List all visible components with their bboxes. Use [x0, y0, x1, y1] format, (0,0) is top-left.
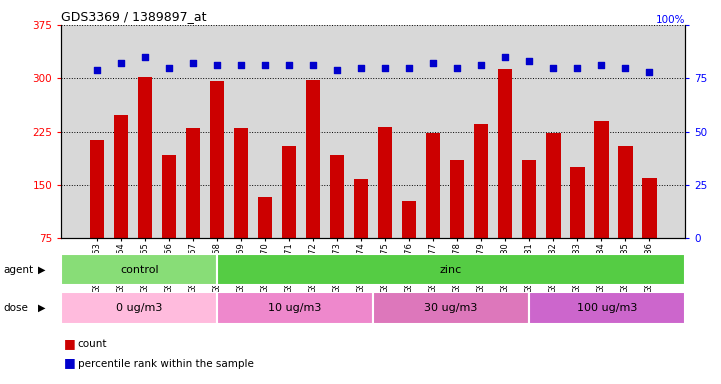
- Point: [187, 60, 199, 66]
- Bar: [354, 179, 368, 238]
- Point: [91, 67, 102, 73]
- Text: count: count: [78, 339, 107, 349]
- Bar: [210, 81, 224, 238]
- Bar: [546, 133, 560, 238]
- Bar: [258, 197, 273, 238]
- Bar: [522, 160, 536, 238]
- Point: [428, 60, 439, 66]
- Text: percentile rank within the sample: percentile rank within the sample: [78, 359, 254, 369]
- Bar: [450, 160, 464, 238]
- Bar: [529, 293, 685, 324]
- Bar: [234, 128, 248, 238]
- Point: [596, 62, 607, 68]
- Bar: [186, 128, 200, 238]
- Point: [307, 62, 319, 68]
- Bar: [330, 155, 345, 238]
- Bar: [642, 178, 657, 238]
- Point: [547, 65, 559, 71]
- Bar: [138, 77, 152, 238]
- Text: 100 ug/m3: 100 ug/m3: [577, 303, 637, 313]
- Point: [115, 60, 127, 66]
- Point: [379, 65, 391, 71]
- Bar: [402, 201, 416, 238]
- Point: [619, 65, 631, 71]
- Bar: [61, 254, 217, 285]
- Point: [500, 54, 511, 60]
- Text: 0 ug/m3: 0 ug/m3: [116, 303, 162, 313]
- Point: [572, 65, 583, 71]
- Bar: [217, 254, 685, 285]
- Point: [403, 65, 415, 71]
- Bar: [306, 80, 320, 238]
- Text: agent: agent: [4, 265, 34, 275]
- Text: ■: ■: [63, 337, 75, 350]
- Bar: [373, 293, 529, 324]
- Bar: [162, 155, 176, 238]
- Point: [139, 54, 151, 60]
- Point: [451, 65, 463, 71]
- Text: ▶: ▶: [37, 303, 45, 313]
- Point: [355, 65, 367, 71]
- Point: [644, 69, 655, 75]
- Text: control: control: [120, 265, 159, 275]
- Text: 100%: 100%: [655, 15, 685, 25]
- Bar: [498, 69, 513, 238]
- Text: dose: dose: [4, 303, 29, 313]
- Point: [163, 65, 174, 71]
- Point: [211, 62, 223, 68]
- Point: [283, 62, 295, 68]
- Point: [523, 58, 535, 64]
- Point: [235, 62, 247, 68]
- Bar: [89, 140, 104, 238]
- Point: [475, 62, 487, 68]
- Bar: [474, 124, 488, 238]
- Bar: [594, 121, 609, 238]
- Text: 10 ug/m3: 10 ug/m3: [268, 303, 322, 313]
- Bar: [114, 115, 128, 238]
- Bar: [378, 127, 392, 238]
- Text: zinc: zinc: [440, 265, 462, 275]
- Bar: [426, 133, 441, 238]
- Text: 30 ug/m3: 30 ug/m3: [425, 303, 478, 313]
- Bar: [61, 293, 217, 324]
- Bar: [570, 167, 585, 238]
- Text: ■: ■: [63, 356, 75, 369]
- Bar: [282, 146, 296, 238]
- Point: [332, 67, 343, 73]
- Bar: [217, 293, 373, 324]
- Text: GDS3369 / 1389897_at: GDS3369 / 1389897_at: [61, 10, 207, 23]
- Bar: [618, 146, 632, 238]
- Text: ▶: ▶: [37, 265, 45, 275]
- Point: [260, 62, 271, 68]
